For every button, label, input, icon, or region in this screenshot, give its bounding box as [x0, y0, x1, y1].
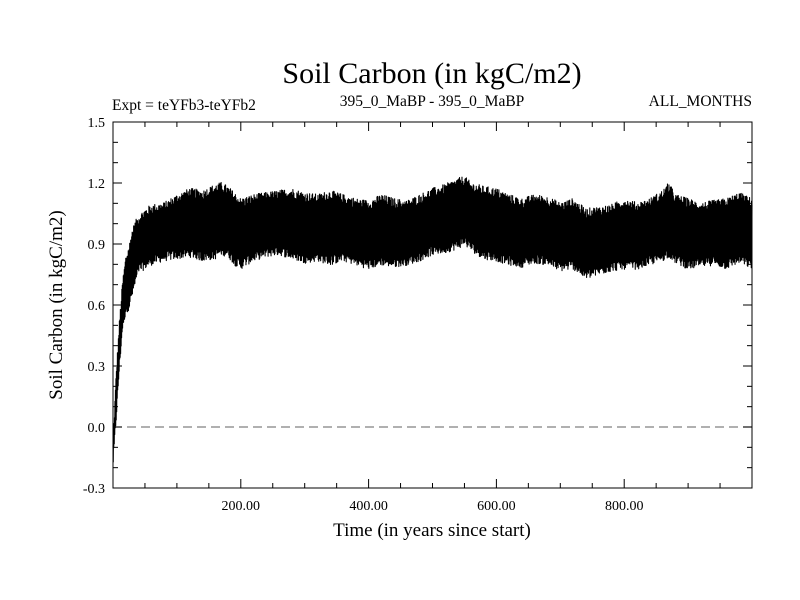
y-tick-label: 1.2: [88, 177, 106, 192]
series-line-0: [112, 176, 753, 463]
y-tick-label: 0.0: [88, 421, 106, 436]
x-tick-label: 200.00: [222, 499, 261, 514]
chart-subtitle-center: 395_0_MaBP - 395_0_MaBP: [340, 93, 525, 110]
plot-frame: [112, 121, 753, 489]
x-tick-label: 400.00: [349, 499, 388, 514]
y-tick-label: 0.6: [88, 299, 106, 314]
chart-title: Soil Carbon (in kgC/m2): [282, 57, 581, 90]
x-tick-label: 800.00: [605, 499, 644, 514]
y-tick-label: -0.3: [83, 482, 105, 497]
chart-subtitle-left: Expt = teYFb3-teYFb2: [112, 97, 256, 114]
y-tick-label: 1.5: [88, 116, 106, 131]
y-tick-label: 0.9: [88, 238, 106, 253]
y-tick-label: 0.3: [88, 360, 106, 375]
x-axis-label: Time (in years since start): [333, 520, 531, 541]
y-axis-label: Soil Carbon (in kgC/m2): [46, 210, 67, 399]
x-tick-label: 600.00: [477, 499, 516, 514]
chart-subtitle-right: ALL_MONTHS: [649, 93, 752, 110]
